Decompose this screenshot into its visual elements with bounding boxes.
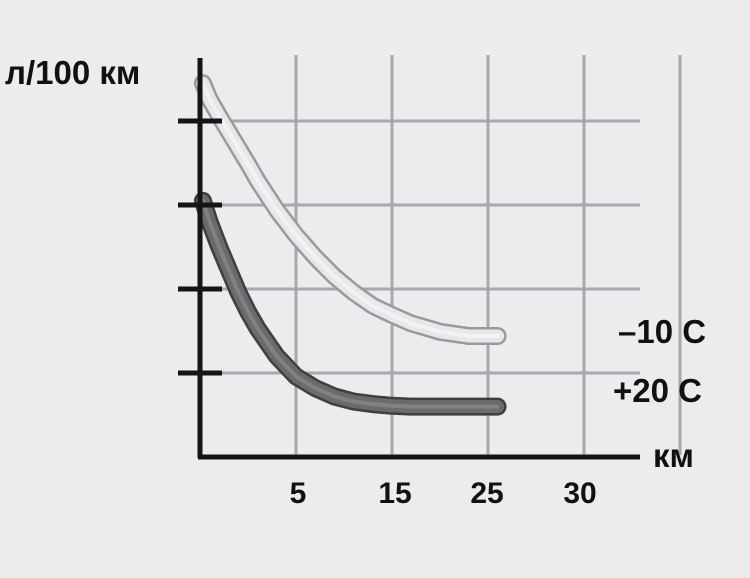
chart-grid bbox=[203, 55, 682, 455]
x-tick-label: 5 bbox=[290, 477, 307, 510]
x-axis-tick-labels: 5 15 25 30 bbox=[290, 477, 597, 510]
series-line-plus20 bbox=[193, 191, 507, 416]
series-line-minus10 bbox=[193, 74, 507, 345]
x-axis-label: км bbox=[653, 437, 694, 474]
y-axis-ticks bbox=[178, 118, 222, 376]
series-label-minus10: –10 С bbox=[618, 313, 706, 350]
series-label-plus20: +20 С bbox=[613, 372, 702, 409]
x-tick-label: 25 bbox=[470, 477, 503, 510]
chart-series bbox=[193, 74, 507, 416]
x-tick-label: 30 bbox=[563, 477, 596, 510]
x-tick-label: 15 bbox=[378, 477, 411, 510]
chart-axes bbox=[197, 58, 640, 460]
y-axis-label: л/100 км bbox=[5, 54, 140, 91]
